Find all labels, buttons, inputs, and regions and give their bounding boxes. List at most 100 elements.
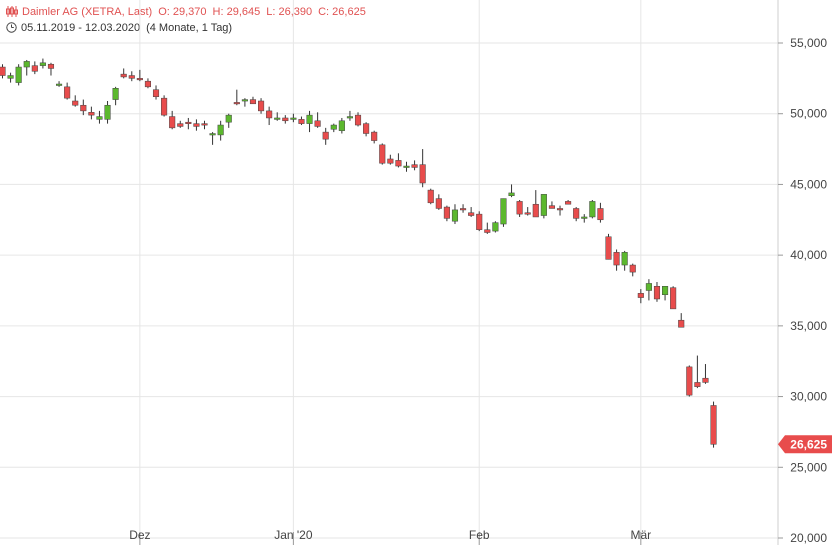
candle <box>0 64 6 79</box>
candle-body <box>670 287 677 310</box>
x-tick-label: Dez <box>129 528 150 542</box>
candle <box>597 202 604 223</box>
candle <box>516 199 523 217</box>
candle <box>371 130 378 144</box>
candle-body <box>597 208 604 221</box>
candle <box>387 154 394 165</box>
candle <box>484 222 491 234</box>
candle-body <box>508 192 515 196</box>
candle-body <box>460 208 467 211</box>
candle-body <box>403 165 410 168</box>
candle <box>395 153 402 168</box>
candle-body <box>419 164 426 184</box>
candle-body <box>476 213 483 230</box>
candle <box>403 161 410 172</box>
candle-body <box>104 104 111 120</box>
candle-body <box>621 252 628 266</box>
candle <box>249 96 257 105</box>
candle <box>72 95 79 107</box>
last-value-label: 26,625 <box>790 437 827 451</box>
candle <box>581 214 588 223</box>
candle-body <box>645 283 652 291</box>
candle <box>144 78 151 89</box>
candle <box>524 207 531 216</box>
candle <box>15 64 22 86</box>
candle-body <box>233 102 240 105</box>
candle <box>565 199 572 205</box>
last-value-marker: 26,625 <box>778 435 832 454</box>
candle-body <box>678 319 685 328</box>
candle-body <box>136 78 143 81</box>
candle <box>613 249 620 271</box>
period-label: (4 Monate, 1 Tag) <box>146 22 233 34</box>
candle <box>532 190 539 218</box>
candle-body <box>258 100 265 112</box>
candle-body <box>39 62 46 66</box>
candle <box>621 250 628 271</box>
candle <box>556 205 564 216</box>
candle <box>306 110 313 133</box>
candle-body <box>23 61 30 68</box>
candle <box>120 68 127 79</box>
candle <box>282 115 289 124</box>
candle <box>266 106 273 126</box>
candle <box>241 98 248 107</box>
candle <box>492 221 499 233</box>
candle-body <box>169 116 176 129</box>
candle <box>500 198 507 227</box>
candle-body <box>411 164 418 168</box>
y-tick-label: 25,000 <box>790 460 827 474</box>
y-tick-label: 35,000 <box>790 319 827 333</box>
candle-body <box>702 377 709 383</box>
candle-body <box>694 382 701 387</box>
candle <box>379 143 386 165</box>
candle-body <box>31 65 38 72</box>
candle <box>686 365 693 397</box>
candle <box>128 71 135 82</box>
candle <box>258 98 265 114</box>
candle <box>702 364 709 384</box>
candle <box>217 120 224 141</box>
candle-body <box>524 212 531 215</box>
candle-body <box>346 116 353 119</box>
candle-body <box>120 73 127 78</box>
candle-body <box>435 198 442 209</box>
candle-body <box>185 121 192 124</box>
candle-body <box>249 99 257 105</box>
candle-body <box>605 236 612 260</box>
candle <box>637 289 644 304</box>
candle <box>31 61 38 75</box>
candle-body <box>451 209 459 222</box>
candle-body <box>468 212 475 216</box>
candle-body <box>581 216 588 219</box>
candle-body <box>193 123 200 127</box>
candle <box>136 69 143 82</box>
candle <box>7 72 14 83</box>
candle-body <box>241 99 248 102</box>
candle <box>710 401 717 448</box>
candle-body <box>7 75 14 79</box>
candle-body <box>266 110 273 119</box>
candle-body <box>177 123 184 127</box>
candle-body <box>274 117 281 120</box>
candle-body <box>565 201 572 205</box>
candle <box>508 184 515 198</box>
candle-body <box>306 114 313 124</box>
candle <box>363 122 370 137</box>
candle-body <box>540 194 547 216</box>
grid <box>0 0 778 539</box>
candle-body <box>96 116 103 120</box>
candle-body <box>161 97 168 116</box>
y-tick-label: 50,000 <box>790 107 827 121</box>
candle <box>152 85 160 100</box>
candle <box>47 62 55 76</box>
candle-body <box>395 160 402 167</box>
candle <box>233 89 240 106</box>
candle <box>354 112 362 127</box>
candle <box>548 201 555 209</box>
candle-body <box>629 264 636 273</box>
candle <box>605 233 612 260</box>
candle <box>169 110 176 130</box>
y-tick-label: 20,000 <box>790 531 827 545</box>
